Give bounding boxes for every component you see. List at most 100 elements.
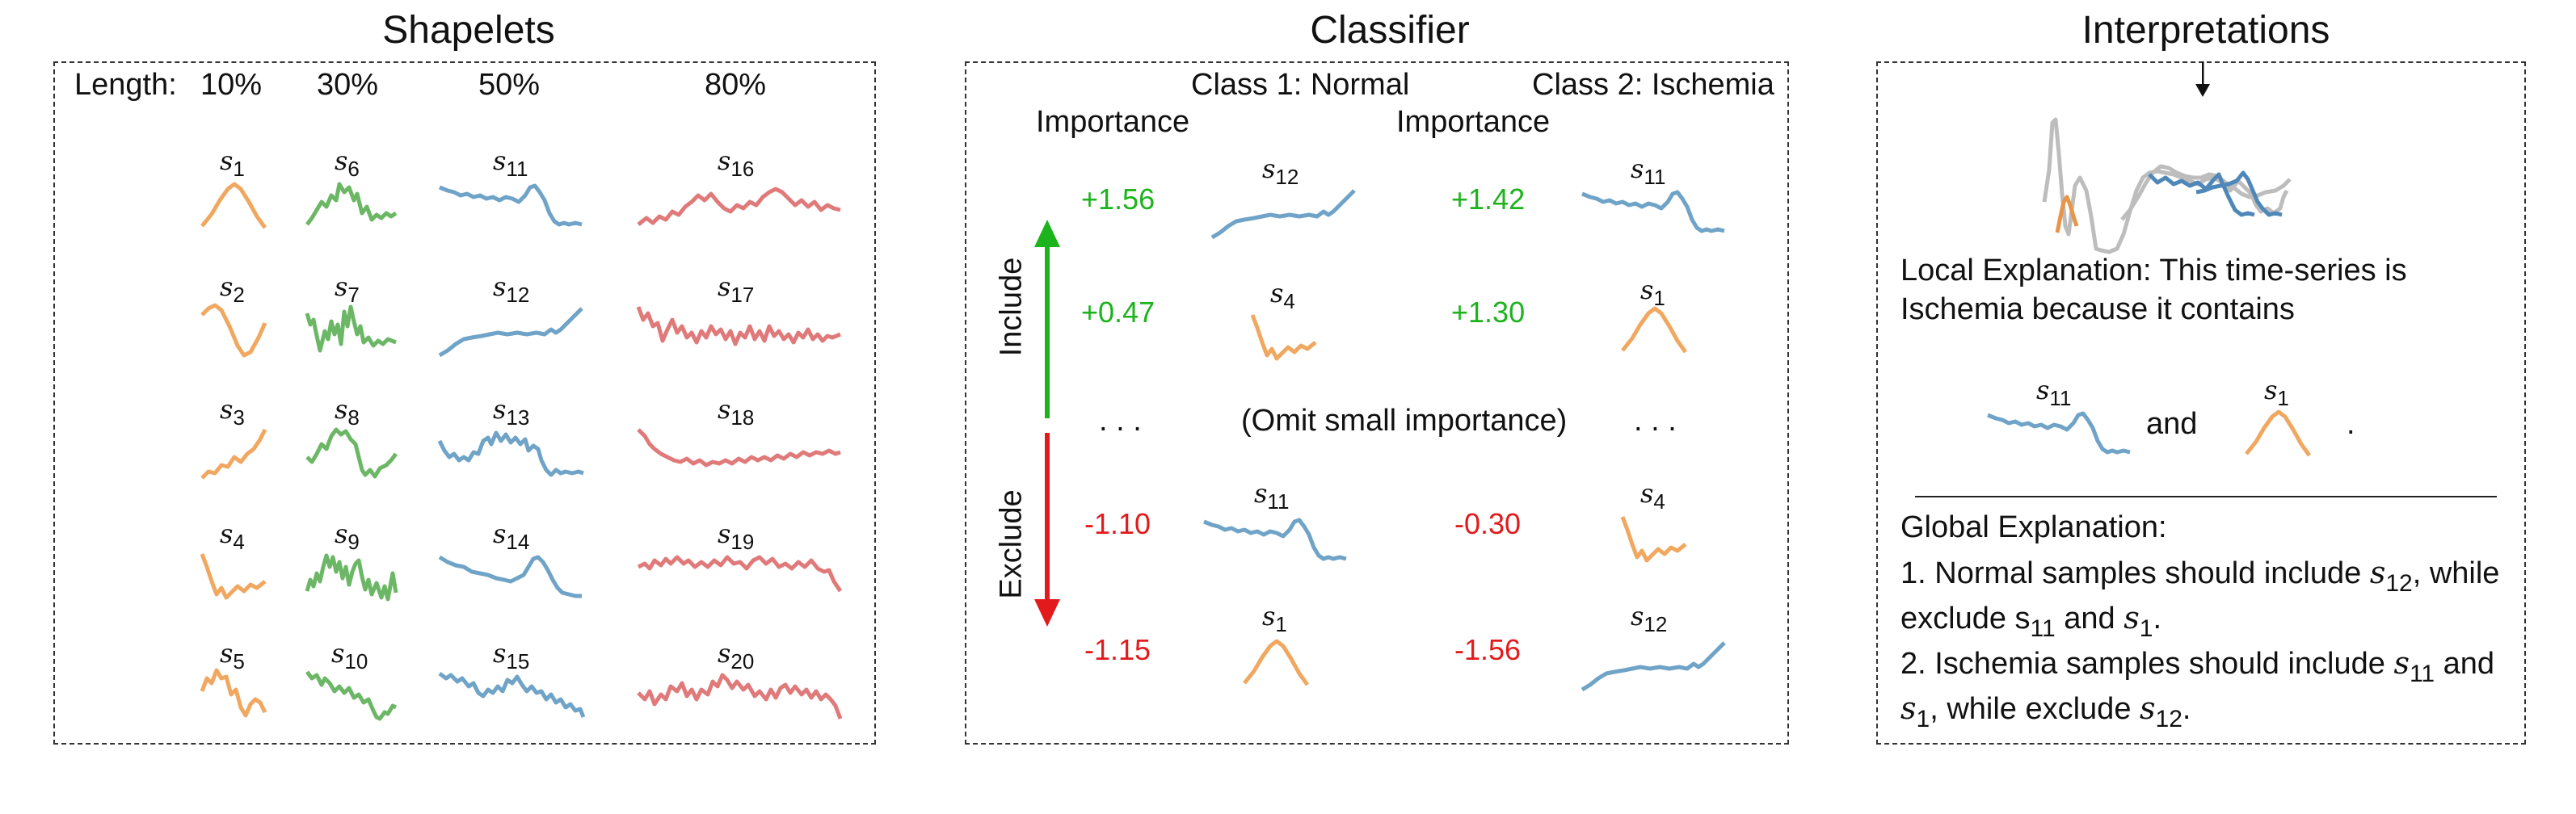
shapelet-label: s11 xyxy=(1631,153,1666,189)
shapelet-label: s20 xyxy=(718,638,755,673)
shapelet-label: s15 xyxy=(493,638,530,673)
exclude-arrow xyxy=(1034,433,1060,627)
shapelet-label: s5 xyxy=(220,638,245,673)
classifier-curve-s11 xyxy=(1203,518,1347,561)
importance-value: -0.30 xyxy=(1454,507,1522,540)
shapelet-label: s4 xyxy=(1270,278,1295,313)
shapelet-label: s13 xyxy=(493,394,530,430)
shapelet-label: s1 xyxy=(220,145,245,181)
shapelets-title: Shapelets xyxy=(382,9,555,52)
shapelet-label: s1 xyxy=(2264,375,2289,410)
and-word: and xyxy=(2146,407,2198,441)
shapelet-curve-s13 xyxy=(437,430,584,477)
length-header-10: 10% xyxy=(200,68,263,102)
exclude-label: Exclude xyxy=(994,489,1029,599)
ellipsis-left: . . . xyxy=(1099,404,1142,438)
importance-value: -1.15 xyxy=(1084,633,1151,666)
shapelet-label: s11 xyxy=(493,145,528,181)
shapelet-label: s14 xyxy=(493,518,530,554)
local-explanation-line2: Ischemia because it contains xyxy=(1900,292,2295,326)
shapelet-curve-s7 xyxy=(305,304,397,353)
local-period: . xyxy=(2347,407,2355,441)
shapelet-label: s9 xyxy=(335,518,360,554)
shapelet-label: s10 xyxy=(331,638,368,673)
shapelet-curve-s12 xyxy=(438,307,583,358)
length-label: Length: xyxy=(74,68,177,102)
classifier-curve-s4 xyxy=(1250,314,1317,361)
shapelet-curve-s2 xyxy=(200,303,267,358)
shapelet-curve-s5 xyxy=(200,668,267,718)
shapelet-label: s4 xyxy=(220,518,245,554)
length-header-30: 30% xyxy=(317,68,379,102)
shapelet-label: s19 xyxy=(718,518,755,554)
shapelet-label: s17 xyxy=(718,271,755,307)
global-explanation-item1-cont: exclude s11 and s1. xyxy=(1900,600,2161,642)
shapelet-curve-s17 xyxy=(636,306,841,346)
shapelet-label: s6 xyxy=(335,145,360,181)
classifier-curve-s12 xyxy=(1210,189,1356,240)
global-explanation-item1: 1. Normal samples should include s12, wh… xyxy=(1900,555,2500,597)
classifier-panel xyxy=(965,61,1789,745)
importance-label-class1: Importance xyxy=(1036,105,1190,139)
interpretations-title: Interpretations xyxy=(2081,9,2330,52)
shapelet-label: s18 xyxy=(718,394,755,430)
shapelet-curve-s18 xyxy=(637,428,841,468)
shapelet-curve-s1 xyxy=(200,182,267,229)
omit-small-importance: (Omit small importance) xyxy=(1241,404,1568,438)
shapelet-label: s12 xyxy=(1631,601,1668,636)
importance-value: +0.47 xyxy=(1081,296,1155,329)
local-explanation-line1: Local Explanation: This time-series is xyxy=(1900,254,2407,287)
class1-header: Class 1: Normal xyxy=(1191,68,1410,102)
local-curve-s11 xyxy=(1987,411,2131,455)
classifier-curve-s12 xyxy=(1581,641,1726,692)
shapelet-curve-s15 xyxy=(438,672,586,718)
include-label: Include xyxy=(994,257,1029,357)
down-arrow-icon xyxy=(2195,61,2210,97)
shapelets-panel xyxy=(53,61,876,745)
length-header-80: 80% xyxy=(705,68,767,102)
shapelet-curve-s4 xyxy=(200,553,267,600)
shapelet-label: s12 xyxy=(1262,153,1299,189)
shapelet-label: s4 xyxy=(1640,478,1665,514)
shapelet-label: s2 xyxy=(220,271,245,307)
shapelet-label: s7 xyxy=(335,271,360,307)
importance-value: +1.56 xyxy=(1081,183,1155,216)
global-explanation-item2-cont: s1, while exclude s12. xyxy=(1900,690,2191,732)
length-header-50: 50% xyxy=(478,68,541,102)
shapelet-label: s11 xyxy=(1254,478,1290,514)
importance-value: +1.42 xyxy=(1451,183,1526,216)
shapelet-curve-s19 xyxy=(637,555,843,593)
shapelet-label: s8 xyxy=(335,394,360,430)
classifier-title: Classifier xyxy=(1310,9,1470,52)
shapelet-curve-s14 xyxy=(438,555,582,598)
shapelet-label: s1 xyxy=(1640,275,1665,310)
shapelet-label: s16 xyxy=(718,145,755,181)
shapelet-curve-s10 xyxy=(305,670,398,721)
time-series-plot xyxy=(2042,117,2292,254)
importance-value: -1.56 xyxy=(1454,633,1522,666)
shapelet-curve-s20 xyxy=(637,673,843,720)
shapelet-curve-s3 xyxy=(200,428,267,480)
interpretations-panel xyxy=(1876,61,2526,745)
include-arrow xyxy=(1034,220,1060,418)
classifier-curve-s1 xyxy=(1621,306,1688,354)
shapelet-label: s1 xyxy=(1262,601,1287,636)
local-curve-s1 xyxy=(2245,409,2312,457)
shapelet-curve-s9 xyxy=(305,553,398,602)
shapelet-curve-s8 xyxy=(305,427,398,479)
importance-value: -1.10 xyxy=(1084,507,1151,540)
shapelet-curve-s16 xyxy=(637,187,841,226)
divider xyxy=(1915,496,2497,497)
shapelet-curve-s11 xyxy=(439,183,583,227)
classifier-curve-s4 xyxy=(1620,516,1687,563)
shapelet-curve-s6 xyxy=(305,182,398,226)
class2-header: Class 2: Ischemia xyxy=(1532,68,1774,102)
global-explanation-title: Global Explanation: xyxy=(1900,510,2167,544)
shapelet-label: s11 xyxy=(2036,375,2072,410)
shapelet-label: s3 xyxy=(220,394,245,430)
global-explanation-item2: 2. Ischemia samples should include s11 a… xyxy=(1900,645,2495,687)
classifier-curve-s11 xyxy=(1581,190,1725,233)
shapelet-label: s12 xyxy=(493,271,530,307)
importance-label-class2: Importance xyxy=(1396,105,1551,139)
classifier-curve-s1 xyxy=(1243,639,1310,686)
